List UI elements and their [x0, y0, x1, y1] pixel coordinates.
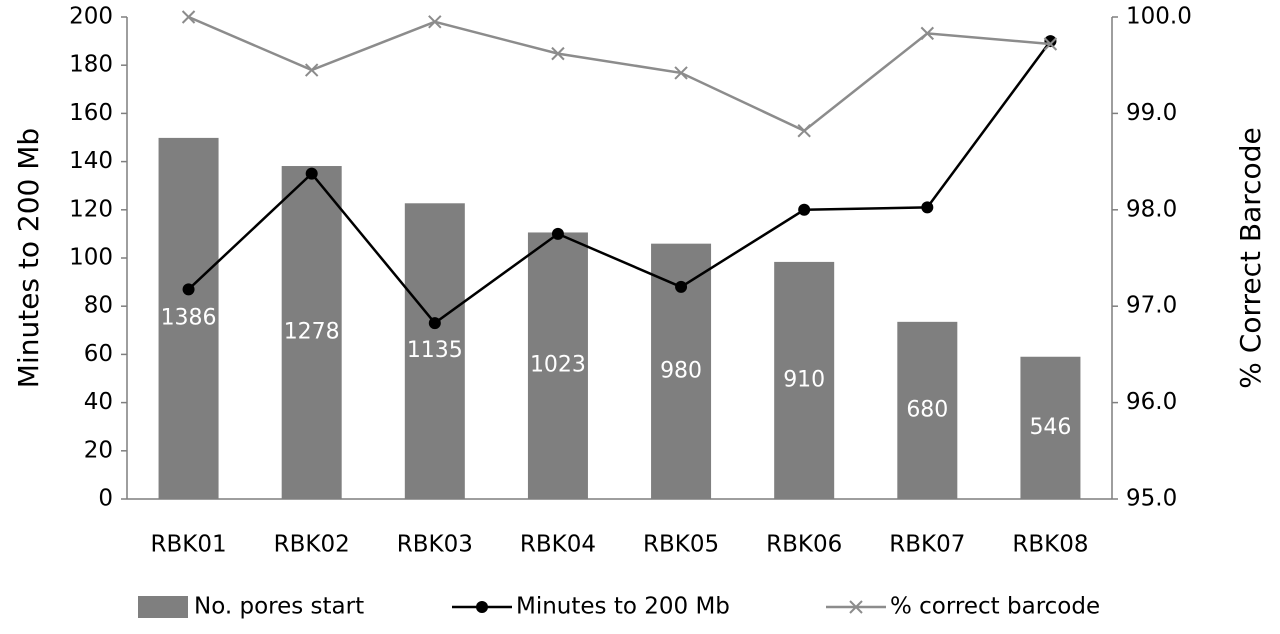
y2-tick-label: 99.0 — [1126, 100, 1177, 126]
line-marker — [920, 26, 935, 41]
line-marker — [304, 63, 319, 77]
legend-marker — [849, 600, 863, 614]
x-tick-label: RBK07 — [889, 532, 965, 558]
line-marker — [675, 280, 688, 293]
bar — [404, 203, 465, 499]
bar-value-label: 1135 — [407, 338, 463, 363]
line-marker — [674, 66, 688, 80]
y2-tick-label: 100.0 — [1126, 4, 1192, 30]
y-tick-label: 200 — [69, 4, 113, 30]
line-marker — [1043, 37, 1058, 51]
legend-marker — [476, 601, 488, 613]
bar-value-label: 546 — [1029, 415, 1071, 440]
x-tick-label: RBK01 — [151, 532, 227, 558]
line-marker — [798, 203, 811, 216]
y-tick-label: 20 — [84, 437, 113, 463]
y2-tick-label: 95.0 — [1126, 486, 1177, 512]
y2-tick-label: 98.0 — [1126, 196, 1177, 222]
y-tick-label: 80 — [84, 293, 113, 319]
x-tick-label: RBK06 — [766, 532, 842, 558]
bar — [1020, 356, 1081, 499]
bar-value-label: 1278 — [284, 320, 340, 345]
legend-label: No. pores start — [194, 594, 364, 620]
bar-value-label: 910 — [783, 367, 825, 392]
y-tick-label: 140 — [69, 148, 113, 174]
y-tick-label: 100 — [69, 245, 113, 271]
x-tick-label: RBK03 — [397, 532, 473, 558]
y-tick-label: 40 — [84, 389, 113, 415]
line-marker — [305, 167, 318, 180]
line-marker — [921, 201, 934, 214]
y-tick-label: 60 — [84, 341, 113, 367]
y2-axis-title: % Correct Barcode — [1234, 127, 1267, 388]
line — [187, 40, 1052, 325]
legend-label: Minutes to 200 Mb — [516, 594, 730, 620]
y2-tick-label: 96.0 — [1126, 389, 1177, 415]
y-tick-label: 120 — [69, 196, 113, 222]
bar-value-label: 680 — [906, 397, 948, 422]
bar — [281, 166, 342, 500]
bar — [527, 232, 588, 499]
y2-tick-label: 97.0 — [1126, 293, 1177, 319]
line-marker — [551, 227, 564, 240]
x-tick-label: RBK02 — [274, 532, 350, 558]
bar — [158, 137, 219, 499]
legend-label: % correct barcode — [890, 594, 1100, 620]
bar-value-label: 1386 — [161, 305, 217, 330]
bar-value-label: 1023 — [530, 353, 586, 378]
bar — [774, 261, 835, 499]
line — [188, 15, 1051, 133]
line-marker — [551, 46, 565, 61]
x-tick-label: RBK08 — [1012, 532, 1088, 558]
legend-swatch — [138, 596, 188, 618]
x-tick-label: RBK05 — [643, 532, 719, 558]
bar-value-label: 980 — [660, 358, 702, 383]
line-marker — [428, 317, 441, 330]
y-tick-label: 180 — [69, 52, 113, 78]
y-tick-label: 160 — [69, 100, 113, 126]
bar — [897, 321, 958, 499]
y-axis-title: Minutes to 200 Mb — [12, 128, 45, 388]
line-marker — [182, 283, 195, 296]
line-marker — [797, 124, 811, 138]
y-tick-label: 0 — [98, 486, 113, 512]
x-tick-label: RBK04 — [520, 532, 596, 558]
line-marker — [428, 15, 442, 29]
line-marker — [181, 10, 196, 24]
